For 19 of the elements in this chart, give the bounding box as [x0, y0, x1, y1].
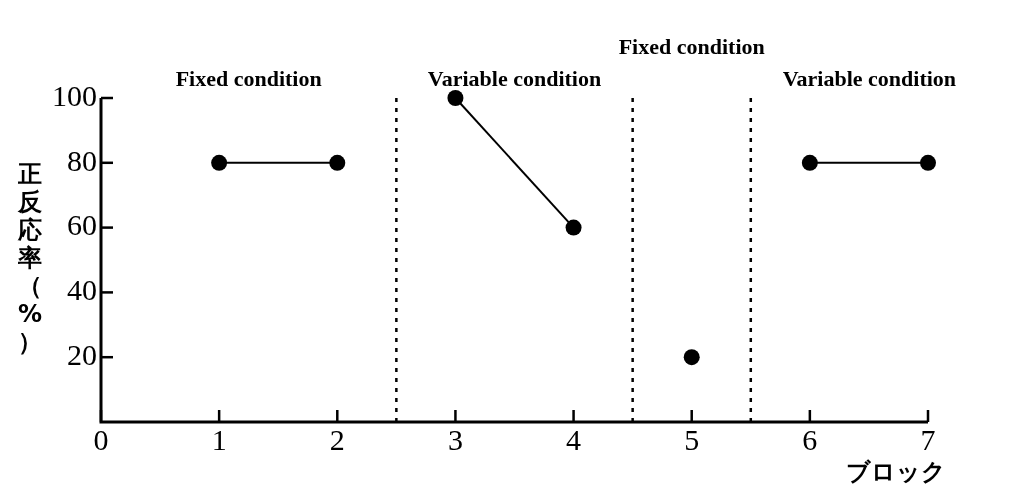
- x-tick-label: 0: [93, 422, 109, 456]
- x-tick-label: 2: [329, 422, 345, 456]
- text: Variable condition: [427, 66, 602, 91]
- y-tick-label: 60: [67, 208, 97, 242]
- x-tick-label: 6: [802, 422, 818, 456]
- text: Fixed condition: [618, 34, 765, 59]
- x-tick-label: 4: [566, 422, 582, 456]
- x-tick-label: 1: [211, 422, 227, 456]
- x-tick-label: 7: [920, 422, 936, 456]
- x-axis-title: ブロック: [846, 458, 946, 487]
- x-tick-label: 5: [684, 422, 700, 456]
- text: Variable condition: [782, 66, 957, 91]
- x-tick-label: 3: [447, 422, 463, 456]
- y-tick-label: 80: [67, 143, 97, 177]
- y-tick-label: 40: [67, 273, 97, 307]
- text: Fixed condition: [175, 66, 322, 91]
- y-tick-label: 20: [67, 338, 97, 372]
- y-tick-label: 100: [52, 78, 97, 112]
- y-axis-title: 正反応率（%）: [17, 160, 43, 357]
